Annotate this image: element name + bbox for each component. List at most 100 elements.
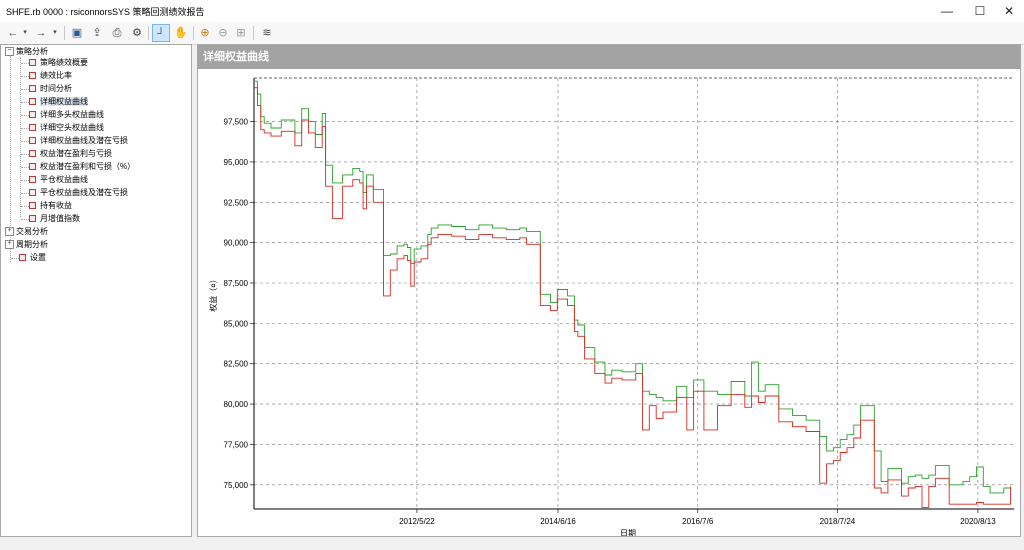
minimize-button[interactable]: — xyxy=(932,0,962,22)
forward-button[interactable]: → xyxy=(32,24,50,42)
maximize-button[interactable]: ☐ xyxy=(965,0,995,22)
chart-icon xyxy=(29,98,36,106)
minimize-icon: — xyxy=(941,4,953,18)
chevron-down-icon: ▾ xyxy=(53,29,57,36)
y-axis-label: 权益（¤） xyxy=(208,275,218,311)
y-tick-label: 85,000 xyxy=(224,319,249,328)
zoom-in-button[interactable]: ⊕ xyxy=(196,24,214,42)
equity-chart[interactable]: 75,000 77,500 80,000 82,500 85,000 87,500 90,0… xyxy=(198,69,1020,536)
print-button[interactable]: ⎙ xyxy=(108,24,126,42)
print-icon: ⎙ xyxy=(112,27,122,39)
report-icon xyxy=(29,59,36,67)
expand-icon[interactable]: + xyxy=(5,240,14,250)
fit-button[interactable]: ⊞ xyxy=(232,24,250,42)
y-tick-label: 95,000 xyxy=(224,158,249,167)
y-tick-label: 97,500 xyxy=(224,118,249,127)
chart-icon xyxy=(29,137,36,145)
y-tick-label: 77,500 xyxy=(224,440,249,449)
tree-group-label: 周期分析 xyxy=(16,240,48,249)
y-tick-label: 82,500 xyxy=(224,360,249,369)
chart-icon xyxy=(29,176,36,184)
export-button[interactable]: ⇪ xyxy=(88,24,106,42)
y-tick-label: 75,000 xyxy=(224,481,249,490)
x-tick-label: 2016/7/6 xyxy=(682,517,714,526)
y-tick-label: 80,000 xyxy=(224,400,249,409)
settings-icon xyxy=(19,254,26,262)
toolbar-separator xyxy=(253,26,254,40)
chart-style-button[interactable]: ≋ xyxy=(258,24,276,42)
tree-item-settings[interactable]: 设置 xyxy=(19,252,46,264)
collapse-icon[interactable]: − xyxy=(5,47,14,57)
back-button[interactable]: ← xyxy=(4,24,22,42)
zoom-in-icon: ⊕ xyxy=(200,27,210,39)
toolbar: ← ▾ → ▾ ▣ ⇪ ⎙ ⚙ ┘ ✋ ⊕ ⊖ ⊞ ≋ xyxy=(0,22,1024,45)
pan-button[interactable]: ✋ xyxy=(172,24,190,42)
tree-item-potential-pnl-pct[interactable]: 权益潜在盈利和亏损（%） xyxy=(29,161,135,173)
save-icon: ▣ xyxy=(71,27,83,39)
crosshair-icon: ┘ xyxy=(157,28,165,40)
x-tick-label: 2014/6/16 xyxy=(540,517,576,526)
tree-group-label: 交易分析 xyxy=(16,227,48,236)
x-axis-label: 日期 xyxy=(620,529,636,536)
tree-item-short-equity[interactable]: 详细空头权益曲线 xyxy=(29,122,104,134)
close-icon: ✕ xyxy=(1003,4,1015,18)
y-tick-label: 92,500 xyxy=(224,198,249,207)
tree-item-ratios[interactable]: 绩效比率 xyxy=(29,70,72,82)
chart-style-icon: ≋ xyxy=(262,27,272,39)
toolbar-separator xyxy=(64,26,65,40)
x-tick-label: 2020/8/13 xyxy=(960,517,996,526)
report-icon xyxy=(29,72,36,80)
chart-icon xyxy=(29,163,36,171)
tree-item-equity-drawdown[interactable]: 详细权益曲线及潜在亏损 xyxy=(29,135,128,147)
hand-icon: ✋ xyxy=(174,27,188,39)
tree-item-monthly-index[interactable]: 月增值指数 xyxy=(29,213,80,225)
status-bar xyxy=(0,538,1024,550)
panel-title: 详细权益曲线 xyxy=(198,45,1020,69)
tree-item-potential-pnl[interactable]: 权益潜在盈利与亏损 xyxy=(29,148,112,160)
tree-item-time-analysis[interactable]: 时间分析 xyxy=(29,83,72,95)
maximize-icon: ☐ xyxy=(974,4,986,18)
tree-item-summary[interactable]: 策略绩效概要 xyxy=(29,57,88,69)
export-icon: ⇪ xyxy=(92,27,102,39)
crosshair-button[interactable]: ┘ xyxy=(152,24,170,42)
chart-panel: 详细权益曲线 75,000 77,500 80,000 82,500 85,000 87,… xyxy=(197,44,1021,537)
tree-item-closed-equity[interactable]: 平仓权益曲线 xyxy=(29,174,88,186)
zoom-out-icon: ⊖ xyxy=(218,27,228,39)
y-tick-label: 87,500 xyxy=(224,279,249,288)
x-tick-label: 2012/5/22 xyxy=(399,517,435,526)
report-icon xyxy=(29,215,36,223)
expand-icon[interactable]: + xyxy=(5,227,14,237)
window-title: SHFE.rb 0000 : rsiconnorsSYS 策略回测绩效报告 xyxy=(6,7,205,17)
forward-dropdown-button[interactable]: ▾ xyxy=(50,24,60,42)
back-icon: ← xyxy=(7,27,19,39)
report-icon xyxy=(29,202,36,210)
chart-icon xyxy=(29,124,36,132)
tree-item-holding-return[interactable]: 持有收益 xyxy=(29,200,72,212)
chart-icon xyxy=(29,150,36,158)
fit-icon: ⊞ xyxy=(236,27,246,39)
tree-group-trade-analysis[interactable]: + 交易分析 xyxy=(5,226,48,238)
title-bar: SHFE.rb 0000 : rsiconnorsSYS 策略回测绩效报告 — … xyxy=(0,0,1024,22)
forward-icon: → xyxy=(35,27,47,39)
tree-group-strategy-analysis[interactable]: − 策略分析 xyxy=(5,46,48,58)
y-tick-label: 90,000 xyxy=(224,239,249,248)
chevron-down-icon: ▾ xyxy=(23,29,27,36)
settings-button[interactable]: ⚙ xyxy=(128,24,146,42)
tree-item-equity-curve[interactable]: 详细权益曲线 xyxy=(29,96,88,108)
x-tick-label: 2018/7/24 xyxy=(820,517,856,526)
tree-item-long-equity[interactable]: 详细多头权益曲线 xyxy=(29,109,104,121)
toolbar-separator xyxy=(193,26,194,40)
series-line-equity-high xyxy=(254,80,1012,494)
back-dropdown-button[interactable]: ▾ xyxy=(20,24,30,42)
navigation-tree: − 策略分析 策略绩效概要 绩效比率 时间分析 详细权益曲线 详细多头权益曲线 详… xyxy=(0,44,192,537)
save-button[interactable]: ▣ xyxy=(68,24,86,42)
series-line-equity-low xyxy=(254,87,1012,508)
tree-group-period-analysis[interactable]: + 周期分析 xyxy=(5,239,48,251)
tree-item-closed-equity-drawdown[interactable]: 平仓权益曲线及潜在亏损 xyxy=(29,187,128,199)
gear-icon: ⚙ xyxy=(132,27,142,39)
zoom-out-button[interactable]: ⊖ xyxy=(214,24,232,42)
close-button[interactable]: ✕ xyxy=(994,0,1024,22)
chart-icon xyxy=(29,189,36,197)
toolbar-separator xyxy=(148,26,149,40)
tree-group-label: 策略分析 xyxy=(16,47,48,56)
